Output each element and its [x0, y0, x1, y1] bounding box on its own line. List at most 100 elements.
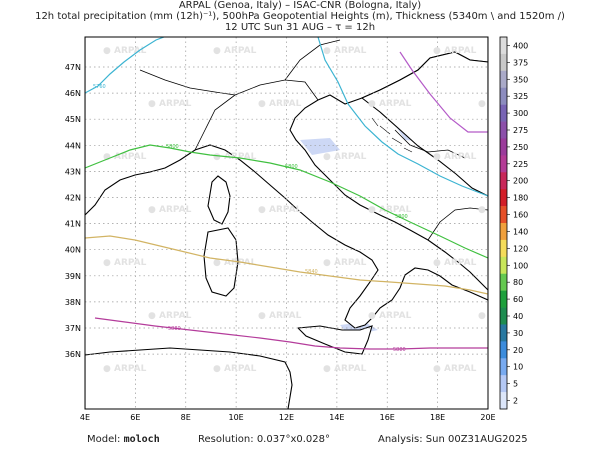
colorbar-label: 20: [513, 346, 523, 355]
watermark-text: ● ARPAL: [148, 205, 192, 215]
model-info: Model: moloch: [87, 434, 160, 445]
land-north-africa: [85, 347, 293, 409]
lon-label: 12E: [279, 413, 294, 422]
analysis-info: Analysis: Sun 00Z31AUG2025: [378, 434, 528, 445]
colorbar-label: 10: [513, 363, 523, 372]
colorbar-swatch: [500, 307, 507, 325]
colorbar-swatch: [500, 155, 507, 173]
header-line-2: 12h total precipitation (mm (12h)⁻¹), 50…: [35, 11, 565, 22]
lat-label: 37N: [65, 324, 81, 333]
watermark-text: ● ARPAL: [323, 364, 367, 374]
colorbar-swatch: [500, 290, 507, 308]
watermark-text: ● ARPAL: [433, 258, 477, 268]
colorbar-swatch: [500, 37, 507, 55]
model-label: Model:: [87, 434, 121, 445]
colorbar-label: 100: [513, 261, 528, 270]
lat-label: 39N: [65, 272, 81, 281]
colorbar-swatch: [500, 256, 507, 275]
watermark-text: ● ARPAL: [103, 364, 147, 374]
watermark-text: ● ARPAL: [433, 46, 477, 56]
colorbar-swatch: [500, 172, 507, 190]
header-line-3: 12 UTC Sun 31 AUG – τ = 12h: [224, 22, 376, 33]
watermark-text: ● ARPAL: [478, 205, 522, 215]
lat-label: 44N: [65, 141, 81, 150]
contour-labels: 5760 5800 5800 5800 5840 5880 5880: [93, 84, 408, 353]
contour-line-5760: [85, 37, 165, 94]
watermark-text: ● ARPAL: [433, 364, 477, 374]
watermark-text: ● ARPAL: [103, 152, 147, 162]
watermark-text: ● ARPAL: [213, 258, 257, 268]
colorbar-label: 225: [513, 160, 528, 169]
colorbar-swatch: [500, 341, 507, 359]
lon-label: 8E: [181, 413, 191, 422]
lat-label: 42N: [65, 194, 81, 203]
watermark-text: ● ARPAL: [323, 152, 367, 162]
chart-header: ARPAL (Genoa, Italy) – ISAC-CNR (Bologna…: [0, 0, 600, 33]
colorbar-label: 180: [513, 194, 528, 203]
watermark-text: ● ARPAL: [478, 311, 522, 321]
colorbar-swatch: [500, 392, 507, 410]
colorbar-swatch: [500, 375, 507, 393]
watermark-text: ● ARPAL: [433, 152, 477, 162]
colorbar-swatch: [500, 87, 507, 105]
lon-label: 14E: [329, 413, 344, 422]
colorbar-swatch: [500, 223, 507, 241]
watermark-text: ● ARPAL: [213, 364, 257, 374]
contour-label-5800-east: 5800: [395, 214, 408, 220]
colorbar-label: 80: [513, 278, 523, 287]
colorbar-label: 120: [513, 244, 528, 253]
precip-area-central-adriatic: [300, 138, 340, 155]
colorbar-label: 40: [513, 312, 523, 321]
colorbar-label: 275: [513, 126, 528, 135]
contour-label-5840: 5840: [305, 269, 318, 275]
watermark-text: ● ARPAL: [103, 46, 147, 56]
lat-label: 43N: [65, 167, 81, 176]
contour-lines: [85, 37, 488, 350]
colorbar-swatch: [500, 324, 507, 342]
colorbar-frame: [499, 36, 508, 410]
colorbar-label: 325: [513, 92, 528, 101]
contour-label-5800-west: 5800: [166, 144, 179, 150]
analysis-label: Analysis:: [378, 434, 423, 445]
watermark-text: ● ARPAL: [368, 99, 412, 109]
colorbar-swatch: [500, 239, 507, 258]
colorbar-label: 2: [513, 397, 518, 406]
colorbar-label: 30: [513, 329, 523, 338]
watermark-text: ● ARPAL: [103, 258, 147, 268]
colorbar-swatch: [500, 358, 507, 376]
lon-label: 4E: [80, 413, 90, 422]
header-line-1: ARPAL (Genoa, Italy) – ISAC-CNR (Bologna…: [178, 0, 422, 11]
colorbar-label: 140: [513, 227, 528, 236]
colorbar-swatch: [500, 138, 507, 156]
contour-line-5760-east: [317, 37, 488, 197]
watermark-text: ● ARPAL: [368, 311, 412, 321]
colorbar-label: 300: [513, 109, 528, 118]
lat-label: 46N: [65, 89, 81, 98]
contour-line-5800: [85, 144, 488, 259]
latitude-labels: 47N 46N 45N 44N 43N 42N 41N 40N 39N 38N 37N 36N: [65, 63, 81, 359]
resolution-info: Resolution: 0.037°x0.028°: [198, 434, 330, 445]
land-balkans: [360, 51, 488, 197]
watermark-text: ● ARPAL: [368, 205, 412, 215]
watermark-text: ● ARPAL: [148, 311, 192, 321]
lon-label: 16E: [380, 413, 395, 422]
colorbar-label: 375: [513, 58, 528, 67]
colorbar-swatch: [500, 121, 507, 139]
longitude-labels: 4E 6E 8E 10E 12E 14E 16E 18E 20E: [80, 413, 496, 422]
map-graticule: [85, 37, 488, 409]
lat-label: 41N: [65, 220, 81, 229]
colorbar-label: 400: [513, 41, 528, 50]
lat-label: 38N: [65, 298, 81, 307]
watermark-text: ● ARPAL: [258, 311, 302, 321]
analysis-value: Sun 00Z31AUG2025: [425, 434, 528, 445]
lon-label: 20E: [480, 413, 495, 422]
contour-label-5760: 5760: [93, 84, 106, 90]
country-borders: [139, 39, 488, 241]
colorbar-label: 200: [513, 177, 528, 186]
colorbar-swatch: [500, 206, 507, 224]
watermark-text: ● ARPAL: [213, 46, 257, 56]
lat-label: 47N: [65, 63, 81, 72]
watermark-text: ● ARPAL: [323, 258, 367, 268]
colorbar-label: 5: [513, 380, 518, 389]
lat-label: 45N: [65, 115, 81, 124]
